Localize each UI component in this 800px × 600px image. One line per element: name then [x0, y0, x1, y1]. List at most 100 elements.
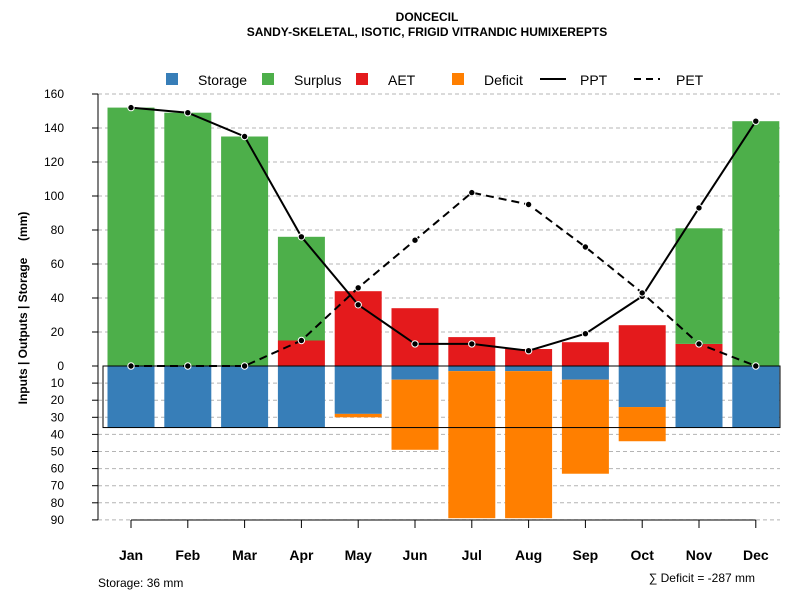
pet-point [752, 362, 760, 370]
x-tick-label: Nov [686, 547, 713, 563]
legend-surplus-label: Surplus [294, 72, 341, 88]
axes: 0 20 40 60 80 100 120 140 160 10 20 30 40 50 60 70 80 90 J… [44, 87, 769, 563]
ppt-line [130, 106, 757, 352]
ppt-point [411, 340, 419, 348]
storage-bar [505, 366, 553, 372]
x-tick-label: Jul [462, 547, 482, 563]
x-tick-label: Oct [631, 547, 655, 563]
aet-bar [561, 342, 609, 366]
y-tick-label: 60 [51, 462, 65, 476]
storage-bar [675, 366, 723, 428]
storage-bar [391, 366, 439, 380]
x-tick-label: May [345, 547, 372, 563]
x-tick-label: Sep [573, 547, 599, 563]
y-tick-label: 0 [57, 359, 64, 373]
legend-storage-label: Storage [198, 72, 247, 88]
y-tick-label: 10 [51, 376, 65, 390]
y-tick-label: 100 [44, 189, 64, 203]
ppt-point [184, 109, 192, 117]
storage-bar [618, 366, 666, 408]
legend-ppt-label: PPT [580, 72, 608, 88]
bars [107, 107, 780, 519]
ppt-point [127, 103, 135, 112]
x-tick-label: Apr [289, 547, 314, 563]
surplus-bar [107, 107, 155, 366]
y-tick-label: 20 [51, 325, 65, 339]
storage-bar [561, 366, 609, 380]
ppt-point [468, 340, 476, 348]
aet-bar [505, 349, 553, 366]
legend-aet-label: AET [388, 72, 416, 88]
storage-bar [107, 366, 155, 428]
pet-point [127, 362, 135, 370]
aet-bar [391, 308, 439, 366]
x-tick-label: Jan [119, 547, 143, 563]
deficit-bar [448, 371, 496, 519]
chart-title: DONCECIL [396, 10, 459, 24]
surplus-bar [732, 121, 780, 366]
x-tick-label: Aug [515, 547, 542, 563]
y-tick-label: 140 [44, 121, 64, 135]
legend-aet-swatch [356, 73, 368, 85]
legend-surplus-swatch [262, 73, 274, 85]
pet-point [581, 243, 590, 251]
ppt-point [524, 347, 533, 355]
x-tick-label: Feb [175, 547, 200, 563]
y-tick-label: 30 [51, 410, 65, 424]
x-tick-label: Dec [743, 547, 769, 563]
legend-storage-swatch [166, 73, 178, 85]
surplus-bar [164, 112, 212, 366]
ppt-point [695, 204, 703, 212]
storage-bar [221, 366, 269, 428]
legend-pet-label: PET [676, 72, 704, 88]
surplus-bar [221, 136, 269, 366]
deficit-bar [391, 379, 439, 450]
pet-line [131, 191, 757, 367]
legend-deficit-swatch [452, 73, 464, 85]
chart-legend: Storage Surplus AET Deficit PPT PET [166, 72, 704, 88]
ppt-point [240, 132, 249, 141]
y-tick-label: 80 [51, 223, 65, 237]
aet-bar [618, 325, 666, 366]
ppt-point [297, 233, 306, 241]
storage-bar [334, 366, 382, 414]
y-tick-label: 40 [51, 291, 65, 305]
y-tick-label: 50 [51, 445, 65, 459]
y-tick-label: 120 [44, 155, 64, 169]
storage-bar [277, 366, 325, 428]
storage-frame [102, 365, 781, 429]
x-tick-label: Mar [232, 547, 257, 563]
y-axis-label: Inputs | Outputs | Storage (mm) [16, 212, 30, 405]
deficit-bar [618, 407, 666, 442]
y-tick-label: 20 [51, 393, 65, 407]
pet-point [297, 336, 306, 345]
x-tick-label: Jun [403, 547, 428, 563]
pet-point [638, 289, 646, 297]
y-tick-label: 70 [51, 479, 65, 493]
storage-bar [164, 366, 212, 428]
storage-note: Storage: 36 mm [98, 576, 183, 590]
deficit-bar [505, 371, 553, 519]
pet-point [354, 284, 362, 292]
pet-point [411, 236, 419, 244]
surplus-bar [675, 228, 723, 344]
pet-point [468, 188, 476, 197]
y-tick-label: 160 [44, 87, 64, 101]
y-tick-label: 90 [51, 513, 65, 527]
storage-bar [732, 366, 780, 428]
chart-subtitle: SANDY-SKELETAL, ISOTIC, FRIGID VITRANDIC… [247, 25, 607, 39]
legend-deficit-label: Deficit [484, 72, 523, 88]
pet-point [184, 362, 192, 370]
storage-capacity-box [102, 365, 781, 429]
y-tick-label: 40 [51, 427, 65, 441]
pet-point [240, 362, 249, 370]
deficit-note: ∑ Deficit = -287 mm [649, 571, 755, 585]
deficit-bar [561, 379, 609, 474]
pet-point [695, 340, 703, 348]
ppt-point [752, 117, 760, 125]
pet-point [524, 200, 533, 209]
ppt-point [354, 301, 362, 309]
deficit-bar [334, 413, 382, 418]
y-tick-label: 60 [51, 257, 65, 271]
